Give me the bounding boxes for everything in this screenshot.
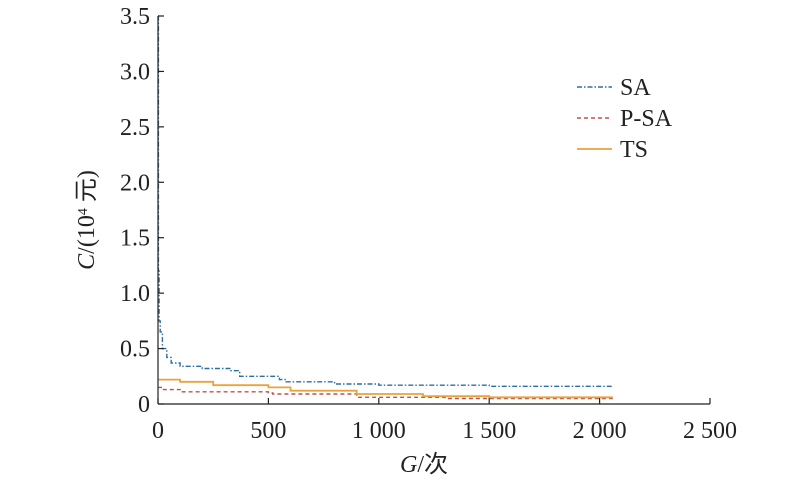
x-tick-label: 2 000 bbox=[573, 418, 627, 444]
y-tick-label: 3.5 bbox=[120, 4, 150, 30]
legend-label-p-sa: P-SA bbox=[620, 106, 673, 132]
x-tick-label: 0 bbox=[152, 418, 164, 444]
x-axis-title-var: G bbox=[400, 452, 417, 478]
series-lines bbox=[157, 15, 613, 400]
x-tick-label: 500 bbox=[250, 418, 286, 444]
series-line-sa bbox=[157, 15, 613, 387]
y-axis-title: C/(104 元) bbox=[74, 170, 100, 270]
x-axis-title: G/次 bbox=[400, 451, 448, 478]
series-line-ts bbox=[158, 378, 613, 399]
y-tick-label: 0 bbox=[138, 392, 150, 418]
y-axis-ticks: 0 0.5 1.0 1.5 2.0 2.5 3.0 3.5 bbox=[120, 4, 164, 418]
x-tick-label: 2 500 bbox=[683, 418, 737, 444]
legend-label-sa: SA bbox=[620, 75, 651, 101]
x-tick-label: 1 500 bbox=[462, 418, 516, 444]
y-axis-title-var: C bbox=[74, 253, 100, 270]
y-tick-label: 2.5 bbox=[120, 115, 150, 141]
x-axis-title-unit: /次 bbox=[417, 451, 448, 478]
y-axis-title-rest: /(10 bbox=[74, 215, 100, 254]
y-tick-label: 1.0 bbox=[120, 281, 150, 307]
y-axis-title-sup: 4 bbox=[76, 208, 91, 215]
x-axis-ticks: 0 500 1 000 1 500 2 000 2 500 bbox=[152, 398, 737, 444]
y-tick-label: 3.0 bbox=[120, 59, 150, 85]
legend-label-ts: TS bbox=[620, 137, 648, 163]
y-tick-label: 0.5 bbox=[120, 337, 150, 363]
y-tick-label: 2.0 bbox=[120, 170, 150, 196]
series-line-p-sa bbox=[158, 386, 613, 400]
legend: SA P-SA TS bbox=[577, 75, 673, 163]
y-axis-title-unit: 元) bbox=[74, 170, 100, 208]
y-tick-label: 1.5 bbox=[120, 226, 150, 252]
x-tick-label: 1 000 bbox=[352, 418, 406, 444]
